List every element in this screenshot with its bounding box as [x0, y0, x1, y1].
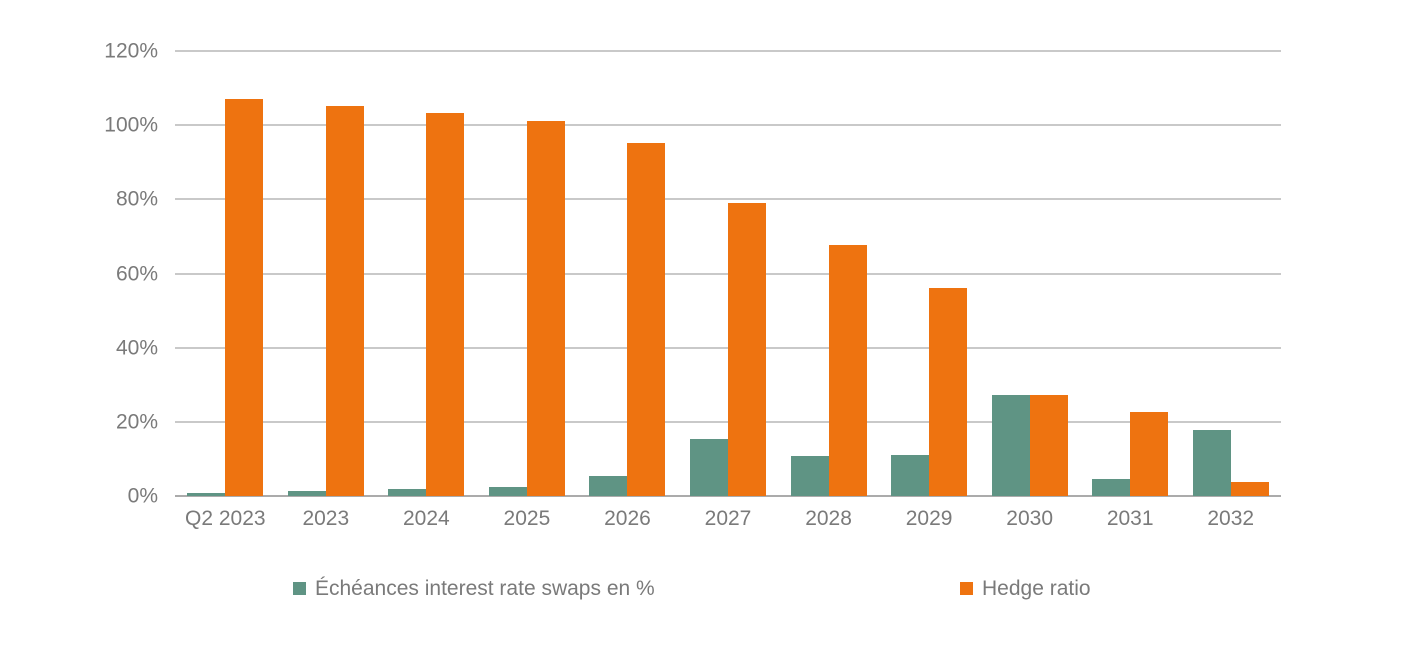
hedge-ratio-legend-label: Hedge ratio: [982, 577, 1091, 600]
category-group: [175, 51, 276, 496]
legend-item-hedge-ratio: Hedge ratio: [960, 576, 1091, 601]
hedge-ratio-bar: [225, 99, 264, 496]
y-tick-label: 80%: [115, 187, 158, 211]
x-tick-label: 2026: [604, 507, 651, 530]
hedge-ratio-bar: [929, 288, 968, 496]
echeances-bar: [891, 455, 930, 496]
gridline: [175, 198, 1281, 201]
y-tick-label: 40%: [115, 336, 158, 360]
x-tick-label: 2024: [403, 507, 450, 530]
x-tick-label: 2032: [1207, 507, 1255, 530]
echeances-bar: [1192, 430, 1231, 496]
x-axis-baseline: [175, 495, 1281, 497]
hedge-ratio-bar: [1029, 395, 1068, 496]
echeances-bar: [589, 475, 628, 496]
x-tick-label: 2025: [503, 507, 551, 530]
echeances-bar: [991, 395, 1030, 496]
category-group: [1080, 51, 1181, 496]
y-tick-label: 120%: [104, 39, 158, 63]
hedge-ratio-bar: [1130, 412, 1169, 496]
echeances-bar: [287, 491, 326, 496]
echeances-bar: [488, 487, 527, 496]
x-tick-label: 2023: [302, 507, 350, 530]
y-tick-label: 100%: [104, 113, 158, 137]
echeances-bar: [790, 455, 829, 496]
category-group: [1180, 51, 1281, 496]
category-group: [979, 51, 1080, 496]
x-tick-label: 2028: [805, 507, 852, 530]
hedge-ratio-bar: [526, 121, 565, 496]
gridline: [175, 50, 1281, 52]
y-tick-label: 20%: [115, 410, 158, 434]
bars-container: [175, 51, 1281, 496]
category-group: [477, 51, 578, 496]
category-group: [276, 51, 377, 496]
y-tick-label: 0%: [127, 484, 158, 508]
gridline: [175, 124, 1281, 127]
x-axis: Q2 2023 2023 2024 2025 2026 2027 2028 2029 2030 2…: [175, 507, 1281, 531]
category-group: [376, 51, 477, 496]
echeances-legend-label: Échéances interest rate swaps en %: [315, 577, 655, 600]
echeances-bar: [1092, 478, 1131, 496]
category-group: [778, 51, 879, 496]
hedge-ratio-bar: [426, 112, 465, 496]
y-tick-label: 60%: [115, 262, 158, 285]
hedge-ratio-bar: [828, 244, 867, 496]
hedge-ratio-bar: [728, 203, 766, 496]
legend: Échéances interest rate swaps en % Hedge…: [0, 576, 1413, 602]
echeances-bar: [690, 439, 728, 496]
x-tick-label: 2030: [1006, 507, 1053, 530]
legend-item-echeances: Échéances interest rate swaps en %: [293, 576, 655, 601]
echeances-bar: [187, 493, 226, 496]
hedge-ratio-bar: [325, 105, 364, 496]
hedge-ratio-bar: [1230, 482, 1269, 496]
x-tick-label: 2029: [905, 507, 953, 530]
hedge-ratio-legend-swatch: [960, 582, 973, 596]
category-group: [678, 51, 779, 496]
echeances-bar: [388, 488, 427, 496]
echeances-legend-swatch: [293, 582, 306, 596]
y-axis: 0% 20% 40% 60% 80% 100% 120%: [0, 41, 158, 507]
x-tick-label: 2031: [1106, 507, 1154, 530]
plot-area: [175, 50, 1281, 497]
category-group: [577, 51, 678, 496]
x-tick-label: Q2 2023: [184, 507, 266, 530]
x-tick-label: 2027: [704, 507, 752, 530]
hedge-ratio-bar: [627, 142, 666, 496]
category-group: [879, 51, 980, 496]
